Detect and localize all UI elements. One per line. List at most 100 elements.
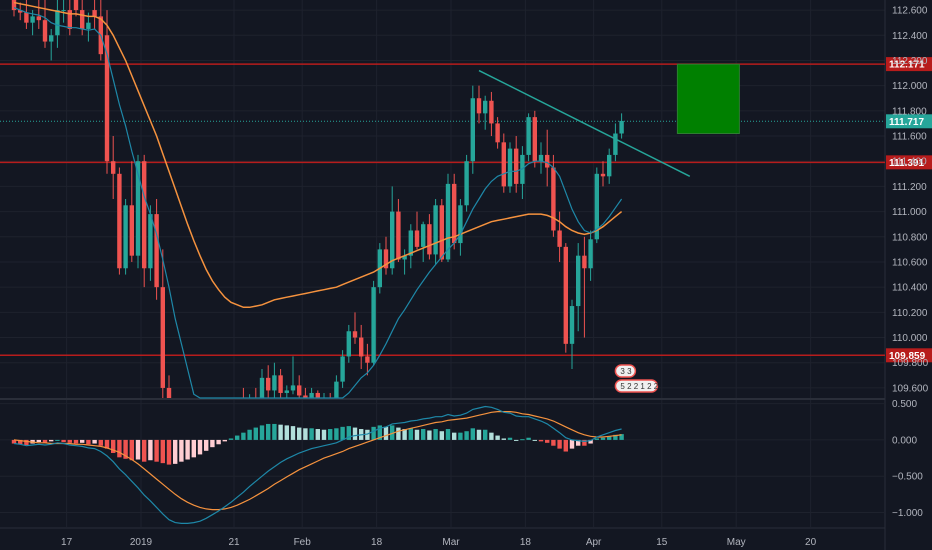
candle-body[interactable]: [458, 205, 463, 244]
candle-body[interactable]: [588, 239, 593, 269]
macd-histogram-bar: [452, 432, 457, 440]
candle-body[interactable]: [619, 120, 624, 134]
candle-body[interactable]: [483, 100, 488, 114]
candle-body[interactable]: [104, 35, 110, 162]
candle-body[interactable]: [259, 377, 265, 398]
candle-body[interactable]: [427, 224, 432, 255]
candle-body[interactable]: [309, 392, 314, 398]
target-box-rect[interactable]: [676, 63, 740, 135]
candle-body[interactable]: [92, 10, 97, 17]
candle-body[interactable]: [371, 287, 376, 363]
macd-histogram-bar: [98, 439, 103, 446]
candle-body[interactable]: [334, 381, 339, 398]
candle-body[interactable]: [142, 161, 147, 269]
candle-body[interactable]: [123, 205, 128, 269]
candle-body[interactable]: [359, 337, 364, 357]
candle-body[interactable]: [278, 375, 283, 393]
candle-body[interactable]: [135, 161, 141, 256]
macd-histogram-bar: [607, 436, 612, 440]
candle-body[interactable]: [160, 287, 165, 388]
candle-body[interactable]: [402, 255, 407, 260]
candle-body[interactable]: [86, 22, 91, 29]
candle-body[interactable]: [495, 123, 500, 143]
candles[interactable]: [11, 0, 624, 398]
candle-body[interactable]: [272, 375, 277, 391]
candle-body[interactable]: [408, 230, 413, 256]
candle-body[interactable]: [445, 183, 451, 260]
candle-body[interactable]: [526, 117, 531, 155]
candle-body[interactable]: [67, 10, 72, 29]
candle-body[interactable]: [538, 154, 544, 162]
candle-body[interactable]: [117, 173, 122, 269]
macd-histogram-bar: [253, 427, 258, 440]
candle-body[interactable]: [514, 148, 519, 184]
candle-body[interactable]: [607, 154, 612, 177]
candle-body[interactable]: [501, 142, 506, 187]
candle-body[interactable]: [470, 98, 475, 162]
candle-body[interactable]: [129, 205, 134, 256]
candle-body[interactable]: [476, 98, 482, 114]
candle-body[interactable]: [154, 214, 159, 288]
candle-body[interactable]: [11, 0, 17, 11]
candle-body[interactable]: [24, 12, 29, 23]
candle-body[interactable]: [383, 249, 389, 269]
candle-body[interactable]: [166, 387, 172, 398]
candle-body[interactable]: [390, 211, 395, 269]
candle-body[interactable]: [148, 214, 153, 269]
candle-body[interactable]: [266, 377, 271, 391]
trendline[interactable]: [478, 69, 691, 177]
candle-body[interactable]: [73, 0, 79, 11]
candle-body[interactable]: [545, 154, 550, 168]
candle-body[interactable]: [582, 255, 587, 269]
candle-body[interactable]: [414, 230, 420, 247]
candle-body[interactable]: [464, 161, 469, 206]
candle-body[interactable]: [396, 211, 401, 260]
candle-body[interactable]: [613, 133, 618, 155]
candle-body[interactable]: [489, 100, 494, 124]
price-axis[interactable]: 112.600 112.400 112.200 112.000 111.800 111.6…: [892, 6, 929, 519]
candle-body[interactable]: [507, 148, 513, 187]
candle-body[interactable]: [55, 10, 60, 36]
candle-body[interactable]: [594, 173, 599, 240]
candle-body[interactable]: [532, 117, 537, 162]
trendline-line[interactable]: [478, 69, 691, 177]
candle-body[interactable]: [111, 161, 116, 174]
price-tick-label: 109.600: [892, 383, 929, 394]
price-tick-label: 109.800: [892, 358, 929, 369]
candle-body[interactable]: [452, 183, 457, 244]
time-axis[interactable]: 17 2019 21 Feb 18 Mar 18 Apr 15 May 20: [61, 537, 817, 548]
macd-histogram-bar: [266, 423, 271, 440]
candle-body[interactable]: [421, 224, 426, 247]
level-price-tag: [886, 348, 932, 363]
candle-body[interactable]: [576, 255, 581, 307]
candle-body[interactable]: [346, 331, 351, 357]
candle-body[interactable]: [36, 16, 41, 21]
annotation-badge[interactable]: [614, 379, 659, 393]
candle-body[interactable]: [600, 173, 606, 177]
candle-body[interactable]: [365, 356, 370, 363]
candle-body[interactable]: [303, 395, 308, 398]
candle-body[interactable]: [439, 205, 444, 260]
candle-body[interactable]: [284, 390, 289, 393]
candle-body[interactable]: [80, 10, 85, 29]
candle-body[interactable]: [315, 392, 320, 398]
macd-histogram-bar: [433, 429, 438, 440]
candle-body[interactable]: [30, 16, 35, 23]
candle-body[interactable]: [49, 35, 54, 42]
macd-line: [13, 405, 622, 524]
candle-body[interactable]: [551, 167, 556, 231]
candle-body[interactable]: [42, 20, 48, 42]
annotation-badges[interactable]: 3 3 5 2 2 1 2 2: [614, 364, 659, 393]
candle-body[interactable]: [557, 230, 562, 247]
candle-body[interactable]: [340, 356, 345, 382]
candle-body[interactable]: [297, 385, 302, 396]
candle-body[interactable]: [18, 10, 23, 13]
candle-body[interactable]: [569, 306, 575, 344]
candle-body[interactable]: [433, 205, 438, 255]
candle-body[interactable]: [290, 385, 296, 391]
annotation-badge[interactable]: [614, 364, 637, 378]
candle-body[interactable]: [352, 331, 358, 338]
candle-body[interactable]: [563, 246, 568, 344]
candle-body[interactable]: [61, 10, 66, 12]
